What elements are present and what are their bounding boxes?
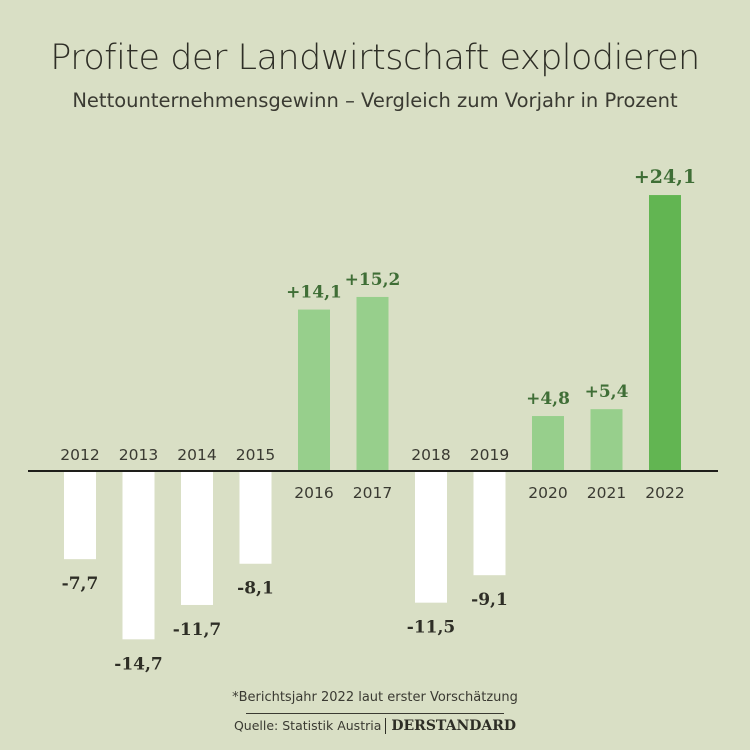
- value-label-2016: +14,1: [286, 283, 342, 303]
- footnote: *Berichtsjahr 2022 laut erster Vorschätz…: [232, 690, 518, 705]
- bar-2018: [415, 471, 447, 603]
- bar-2012: [64, 471, 96, 560]
- value-label-2018: -11,5: [407, 618, 455, 638]
- bar-2017: [356, 296, 389, 471]
- value-label-2017: +15,2: [345, 270, 401, 290]
- year-label-2020: 2020: [528, 484, 567, 502]
- value-label-2012: -7,7: [62, 574, 99, 594]
- bar-2015: [239, 471, 272, 564]
- year-label-2018: 2018: [411, 446, 450, 464]
- year-label-2019: 2019: [470, 446, 509, 464]
- bar-2021: [590, 409, 623, 471]
- divider: [246, 713, 504, 714]
- value-label-2019: -9,1: [471, 590, 508, 610]
- year-label-2015: 2015: [236, 446, 275, 464]
- year-label-2014: 2014: [177, 446, 216, 464]
- chart-subtitle: Nettounternehmensgewinn – Vergleich zum …: [72, 89, 678, 112]
- bar-2019: [473, 471, 506, 576]
- year-label-2021: 2021: [587, 484, 626, 502]
- value-label-2022: +24,1: [634, 166, 696, 188]
- value-label-2013: -14,7: [114, 654, 162, 674]
- value-label-2020: +4,8: [526, 389, 570, 409]
- bar-2020: [532, 416, 564, 471]
- year-label-2016: 2016: [294, 484, 333, 502]
- value-label-2014: -11,7: [173, 620, 221, 640]
- bar-2014: [181, 471, 213, 605]
- year-label-2013: 2013: [119, 446, 158, 464]
- source-line: Quelle: Statistik Austria DERSTANDARD: [0, 718, 750, 734]
- source-text: Quelle: Statistik Austria: [233, 718, 382, 733]
- value-label-2021: +5,4: [585, 382, 629, 402]
- year-label-2022: 2022: [645, 484, 684, 502]
- derstandard-logo: DERSTANDARD: [385, 718, 517, 734]
- year-label-2012: 2012: [60, 446, 99, 464]
- value-label-2015: -8,1: [237, 579, 274, 599]
- bar-2016: [298, 309, 330, 471]
- year-label-2017: 2017: [353, 484, 392, 502]
- chart-title: Profite der Landwirtschaft explodieren: [50, 38, 700, 78]
- bar-2022: [649, 195, 681, 471]
- bar-2013: [122, 471, 155, 640]
